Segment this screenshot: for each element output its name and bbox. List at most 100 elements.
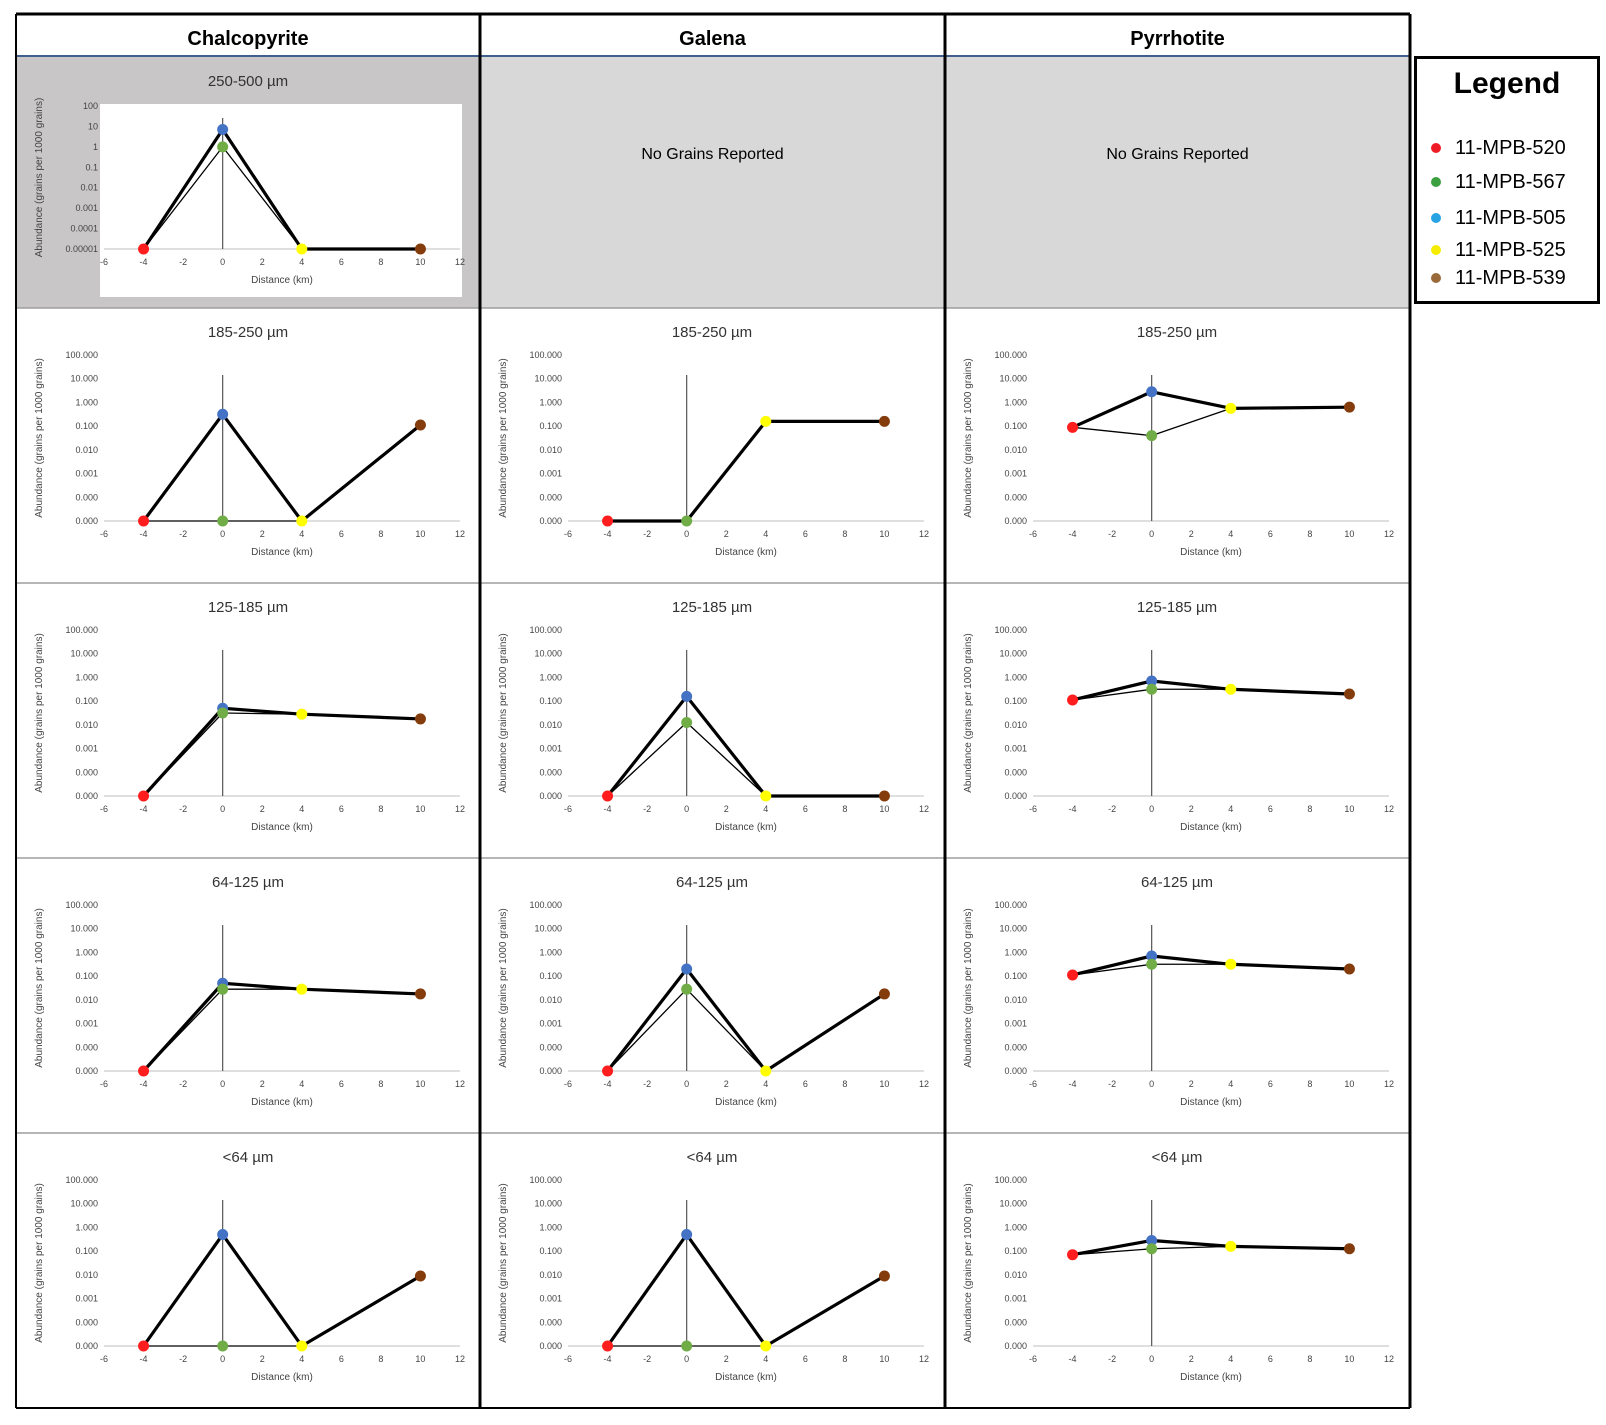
data-point-11-mpb-567: [1146, 1243, 1158, 1255]
series-line-567: [1071, 426, 1153, 437]
y-tick-label: 0.000: [75, 1341, 98, 1351]
x-tick-label: -4: [140, 1354, 148, 1364]
no-grains-text-galena: No Grains Reported: [641, 146, 783, 163]
legend-item-505: 11-MPB-505: [1431, 205, 1566, 231]
data-point-11-mpb-520: [1067, 969, 1079, 981]
x-tick-label: 4: [299, 257, 304, 267]
y-tick-label: 0.010: [1004, 720, 1027, 730]
y-tick-label: 1: [93, 142, 98, 152]
data-point-11-mpb-539: [414, 713, 426, 725]
y-tick-label: 0.010: [75, 445, 98, 455]
series-line-505: [1070, 954, 1154, 977]
data-point-11-mpb-567: [1146, 683, 1158, 695]
x-tick-label: -6: [100, 804, 108, 814]
x-axis-label: Distance (km): [715, 1372, 777, 1383]
x-tick-label: -2: [1108, 1354, 1116, 1364]
data-point-11-mpb-539: [414, 419, 426, 431]
data-point-11-mpb-520: [138, 515, 150, 527]
y-tick-label: 100.000: [65, 900, 98, 910]
y-tick-label: 0.001: [1004, 469, 1027, 479]
series-line-505: [1070, 1238, 1154, 1257]
x-tick-label: -6: [100, 1079, 108, 1089]
y-axis-label: Abundance (grains per 1000 grains): [963, 1183, 974, 1343]
legend-item-567: 11-MPB-567: [1431, 169, 1566, 195]
data-point-11-mpb-520: [1067, 694, 1079, 706]
series-line-505: [1070, 679, 1154, 702]
y-tick-label: 0.000: [75, 516, 98, 526]
x-tick-label: 6: [339, 257, 344, 267]
x-tick-label: 6: [339, 1354, 344, 1364]
y-tick-label: 0.001: [75, 1294, 98, 1304]
data-point-11-mpb-539: [878, 790, 890, 802]
x-tick-label: 6: [803, 804, 808, 814]
data-point-11-mpb-505: [1146, 950, 1158, 962]
series-line-505: [685, 419, 768, 523]
x-tick-label: -2: [179, 1354, 187, 1364]
x-tick-label: 0: [220, 804, 225, 814]
series-line-505: [1229, 405, 1352, 410]
data-point-11-mpb-505: [681, 963, 693, 975]
y-tick-label: 0.010: [539, 720, 562, 730]
x-tick-label: -4: [604, 529, 612, 539]
column-header-chalcopyrite: Chalcopyrite: [187, 28, 308, 50]
x-tick-label: 2: [260, 1079, 265, 1089]
y-axis-label: Abundance (grains per 1000 grains): [34, 633, 45, 793]
x-axis-label: Distance (km): [1180, 1097, 1242, 1108]
legend-marker-520: [1431, 143, 1441, 153]
x-axis-label: Distance (km): [1180, 1372, 1242, 1383]
data-point-11-mpb-505: [681, 1229, 693, 1241]
y-tick-label: 1.000: [539, 1222, 562, 1232]
series-line-567: [686, 721, 767, 797]
chart-chalcopyrite-250-500-m: 250-500 µm1001010.10.010.0010.00010.0000…: [34, 73, 465, 297]
y-axis-label: Abundance (grains per 1000 grains): [34, 358, 45, 518]
data-point-11-mpb-567: [217, 1340, 229, 1352]
plot-area: [100, 104, 462, 297]
x-tick-label: -2: [179, 1079, 187, 1089]
x-tick-label: 8: [842, 1079, 847, 1089]
x-tick-label: 2: [1189, 1354, 1194, 1364]
y-tick-label: 0.000: [539, 492, 562, 502]
data-point-11-mpb-525: [296, 1340, 308, 1352]
data-point-11-mpb-525: [760, 790, 772, 802]
series-line-505: [221, 981, 304, 991]
y-tick-label: 0.000: [1004, 1317, 1027, 1327]
chart-pyrrhotite-125-185-m: 125-185 µm100.00010.0001.0000.1000.0100.…: [963, 599, 1394, 833]
data-point-11-mpb-520: [138, 1065, 150, 1077]
y-tick-label: 0.010: [539, 995, 562, 1005]
chart-chalcopyrite-64-125-m: 64-125 µm100.00010.0001.0000.1000.0100.0…: [34, 874, 465, 1108]
chart-galena-125-185-m: 125-185 µm100.00010.0001.0000.1000.0100.…: [498, 599, 929, 833]
x-tick-label: -2: [179, 529, 187, 539]
chart-title: 125-185 µm: [1137, 599, 1217, 616]
x-tick-label: -6: [100, 1354, 108, 1364]
x-tick-label: -6: [564, 1079, 572, 1089]
legend-marker-505: [1431, 213, 1441, 223]
data-point-11-mpb-567: [681, 1340, 693, 1352]
data-point-11-mpb-525: [760, 1065, 772, 1077]
x-tick-label: 10: [879, 804, 889, 814]
x-axis-label: Distance (km): [715, 822, 777, 833]
legend-label-520: 11-MPB-520: [1455, 136, 1566, 159]
series-line-505: [141, 127, 225, 251]
y-tick-label: 0.010: [1004, 1270, 1027, 1280]
data-point-11-mpb-520: [602, 1065, 614, 1077]
data-point-11-mpb-505: [1146, 675, 1158, 687]
series-line-567: [222, 146, 303, 250]
x-tick-label: -4: [140, 257, 148, 267]
y-tick-label: 0.000: [539, 791, 562, 801]
y-tick-label: 0.000: [75, 767, 98, 777]
y-tick-label: 100.000: [65, 625, 98, 635]
x-tick-label: 2: [1189, 529, 1194, 539]
y-tick-label: 0.000: [1004, 1042, 1027, 1052]
y-tick-label: 100.000: [994, 625, 1027, 635]
y-tick-label: 100.000: [994, 1175, 1027, 1185]
y-tick-label: 0.010: [539, 1270, 562, 1280]
x-tick-label: 0: [684, 1354, 689, 1364]
chart-title: 250-500 µm: [208, 73, 288, 90]
data-point-11-mpb-567: [1146, 958, 1158, 970]
legend-title: Legend: [1453, 67, 1561, 100]
y-tick-label: 0.000: [1004, 767, 1027, 777]
data-point-11-mpb-567: [1146, 430, 1158, 442]
y-tick-label: 10.000: [999, 1199, 1027, 1209]
data-point-11-mpb-525: [296, 983, 308, 995]
legend-item-520: 11-MPB-520: [1431, 135, 1566, 161]
